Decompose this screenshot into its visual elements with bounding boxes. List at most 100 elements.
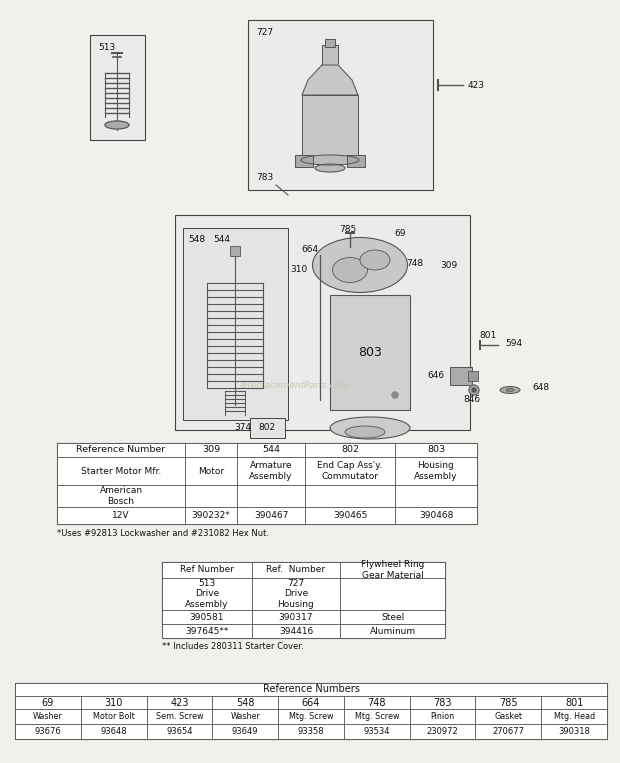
Text: 93648: 93648	[100, 727, 127, 736]
Bar	[185, 457, 237, 485]
Text: 69: 69	[394, 228, 405, 237]
Bar	[162, 624, 252, 638]
Bar	[476, 696, 541, 709]
Bar	[57, 443, 185, 457]
Text: Ref Number: Ref Number	[180, 565, 234, 575]
Text: 785: 785	[499, 697, 518, 707]
Text: Starter Motor Mfr.: Starter Motor Mfr.	[81, 466, 161, 475]
Ellipse shape	[312, 237, 407, 292]
Text: *Uses #92813 Lockwasher and #231082 Hex Nut.: *Uses #92813 Lockwasher and #231082 Hex …	[57, 529, 269, 538]
Text: 803: 803	[358, 346, 382, 359]
Bar	[541, 696, 607, 709]
Text: Housing
Assembly: Housing Assembly	[414, 462, 458, 481]
Ellipse shape	[506, 388, 514, 391]
Bar	[237, 507, 305, 524]
Text: 748: 748	[368, 697, 386, 707]
Bar	[305, 507, 395, 524]
Text: Gasket: Gasket	[494, 712, 522, 721]
Text: 390317: 390317	[279, 613, 313, 622]
Bar	[250, 418, 285, 438]
Bar	[278, 696, 344, 709]
Text: 801: 801	[565, 697, 583, 707]
Text: 783: 783	[256, 173, 273, 182]
Bar	[344, 724, 410, 739]
Bar	[212, 724, 278, 739]
Bar	[57, 457, 185, 485]
Text: 69: 69	[42, 697, 54, 707]
Bar	[162, 562, 252, 578]
Text: 390468: 390468	[419, 511, 453, 520]
Bar	[476, 709, 541, 724]
Text: 93654: 93654	[166, 727, 193, 736]
Bar	[57, 443, 477, 524]
Text: ** Includes 280311 Starter Cover.: ** Includes 280311 Starter Cover.	[162, 642, 304, 651]
Text: 802: 802	[259, 423, 275, 433]
Bar	[252, 624, 340, 638]
Text: 648: 648	[532, 384, 549, 392]
Bar	[305, 457, 395, 485]
Bar	[325, 39, 335, 47]
Bar	[162, 610, 252, 624]
Bar	[330, 295, 410, 410]
Bar	[57, 507, 185, 524]
Bar	[395, 485, 477, 507]
Bar	[302, 95, 358, 160]
Text: 390467: 390467	[254, 511, 288, 520]
Text: 309: 309	[441, 260, 458, 269]
Ellipse shape	[105, 121, 129, 129]
Text: Ref.  Number: Ref. Number	[267, 565, 326, 575]
Bar	[146, 696, 212, 709]
Bar	[340, 610, 445, 624]
Text: 230972: 230972	[427, 727, 458, 736]
Text: 423: 423	[170, 697, 188, 707]
Text: 374: 374	[234, 423, 252, 433]
Bar	[340, 624, 445, 638]
Ellipse shape	[301, 155, 359, 165]
Text: Mtg. Screw: Mtg. Screw	[289, 712, 334, 721]
Bar	[541, 724, 607, 739]
Bar	[305, 443, 395, 457]
Text: Aluminum: Aluminum	[370, 626, 415, 636]
Bar	[183, 228, 288, 420]
Text: 646: 646	[428, 372, 445, 381]
Text: 548: 548	[188, 235, 205, 244]
Text: 748: 748	[407, 259, 423, 268]
Bar	[410, 724, 476, 739]
Bar	[340, 562, 445, 578]
Text: 801: 801	[479, 330, 497, 340]
Bar	[237, 457, 305, 485]
Text: Pinion: Pinion	[430, 712, 454, 721]
Bar	[212, 709, 278, 724]
Bar	[476, 724, 541, 739]
Text: End Cap Ass'y.
Commutator: End Cap Ass'y. Commutator	[317, 462, 383, 481]
Text: Steel: Steel	[381, 613, 404, 622]
Text: Motor: Motor	[198, 466, 224, 475]
Ellipse shape	[345, 426, 385, 438]
Text: Mtg. Head: Mtg. Head	[554, 712, 595, 721]
Text: Mtg. Screw: Mtg. Screw	[355, 712, 399, 721]
Text: 309: 309	[202, 446, 220, 455]
Text: 783: 783	[433, 697, 452, 707]
Bar	[185, 507, 237, 524]
Text: 390581: 390581	[190, 613, 224, 622]
Bar	[340, 578, 445, 610]
Bar	[15, 696, 81, 709]
Bar	[410, 696, 476, 709]
Bar	[81, 709, 146, 724]
Text: 310: 310	[105, 697, 123, 707]
Text: 544: 544	[213, 235, 230, 244]
Text: 727: 727	[256, 28, 273, 37]
Text: 548: 548	[236, 697, 254, 707]
Bar	[237, 443, 305, 457]
Text: 394416: 394416	[279, 626, 313, 636]
Circle shape	[472, 388, 476, 392]
Text: 423: 423	[468, 81, 485, 89]
Text: 93676: 93676	[35, 727, 61, 736]
Bar	[278, 724, 344, 739]
Text: 544: 544	[262, 446, 280, 455]
Bar	[295, 155, 313, 167]
Bar	[344, 709, 410, 724]
Bar	[212, 696, 278, 709]
Text: 846: 846	[463, 395, 480, 404]
Bar	[395, 457, 477, 485]
